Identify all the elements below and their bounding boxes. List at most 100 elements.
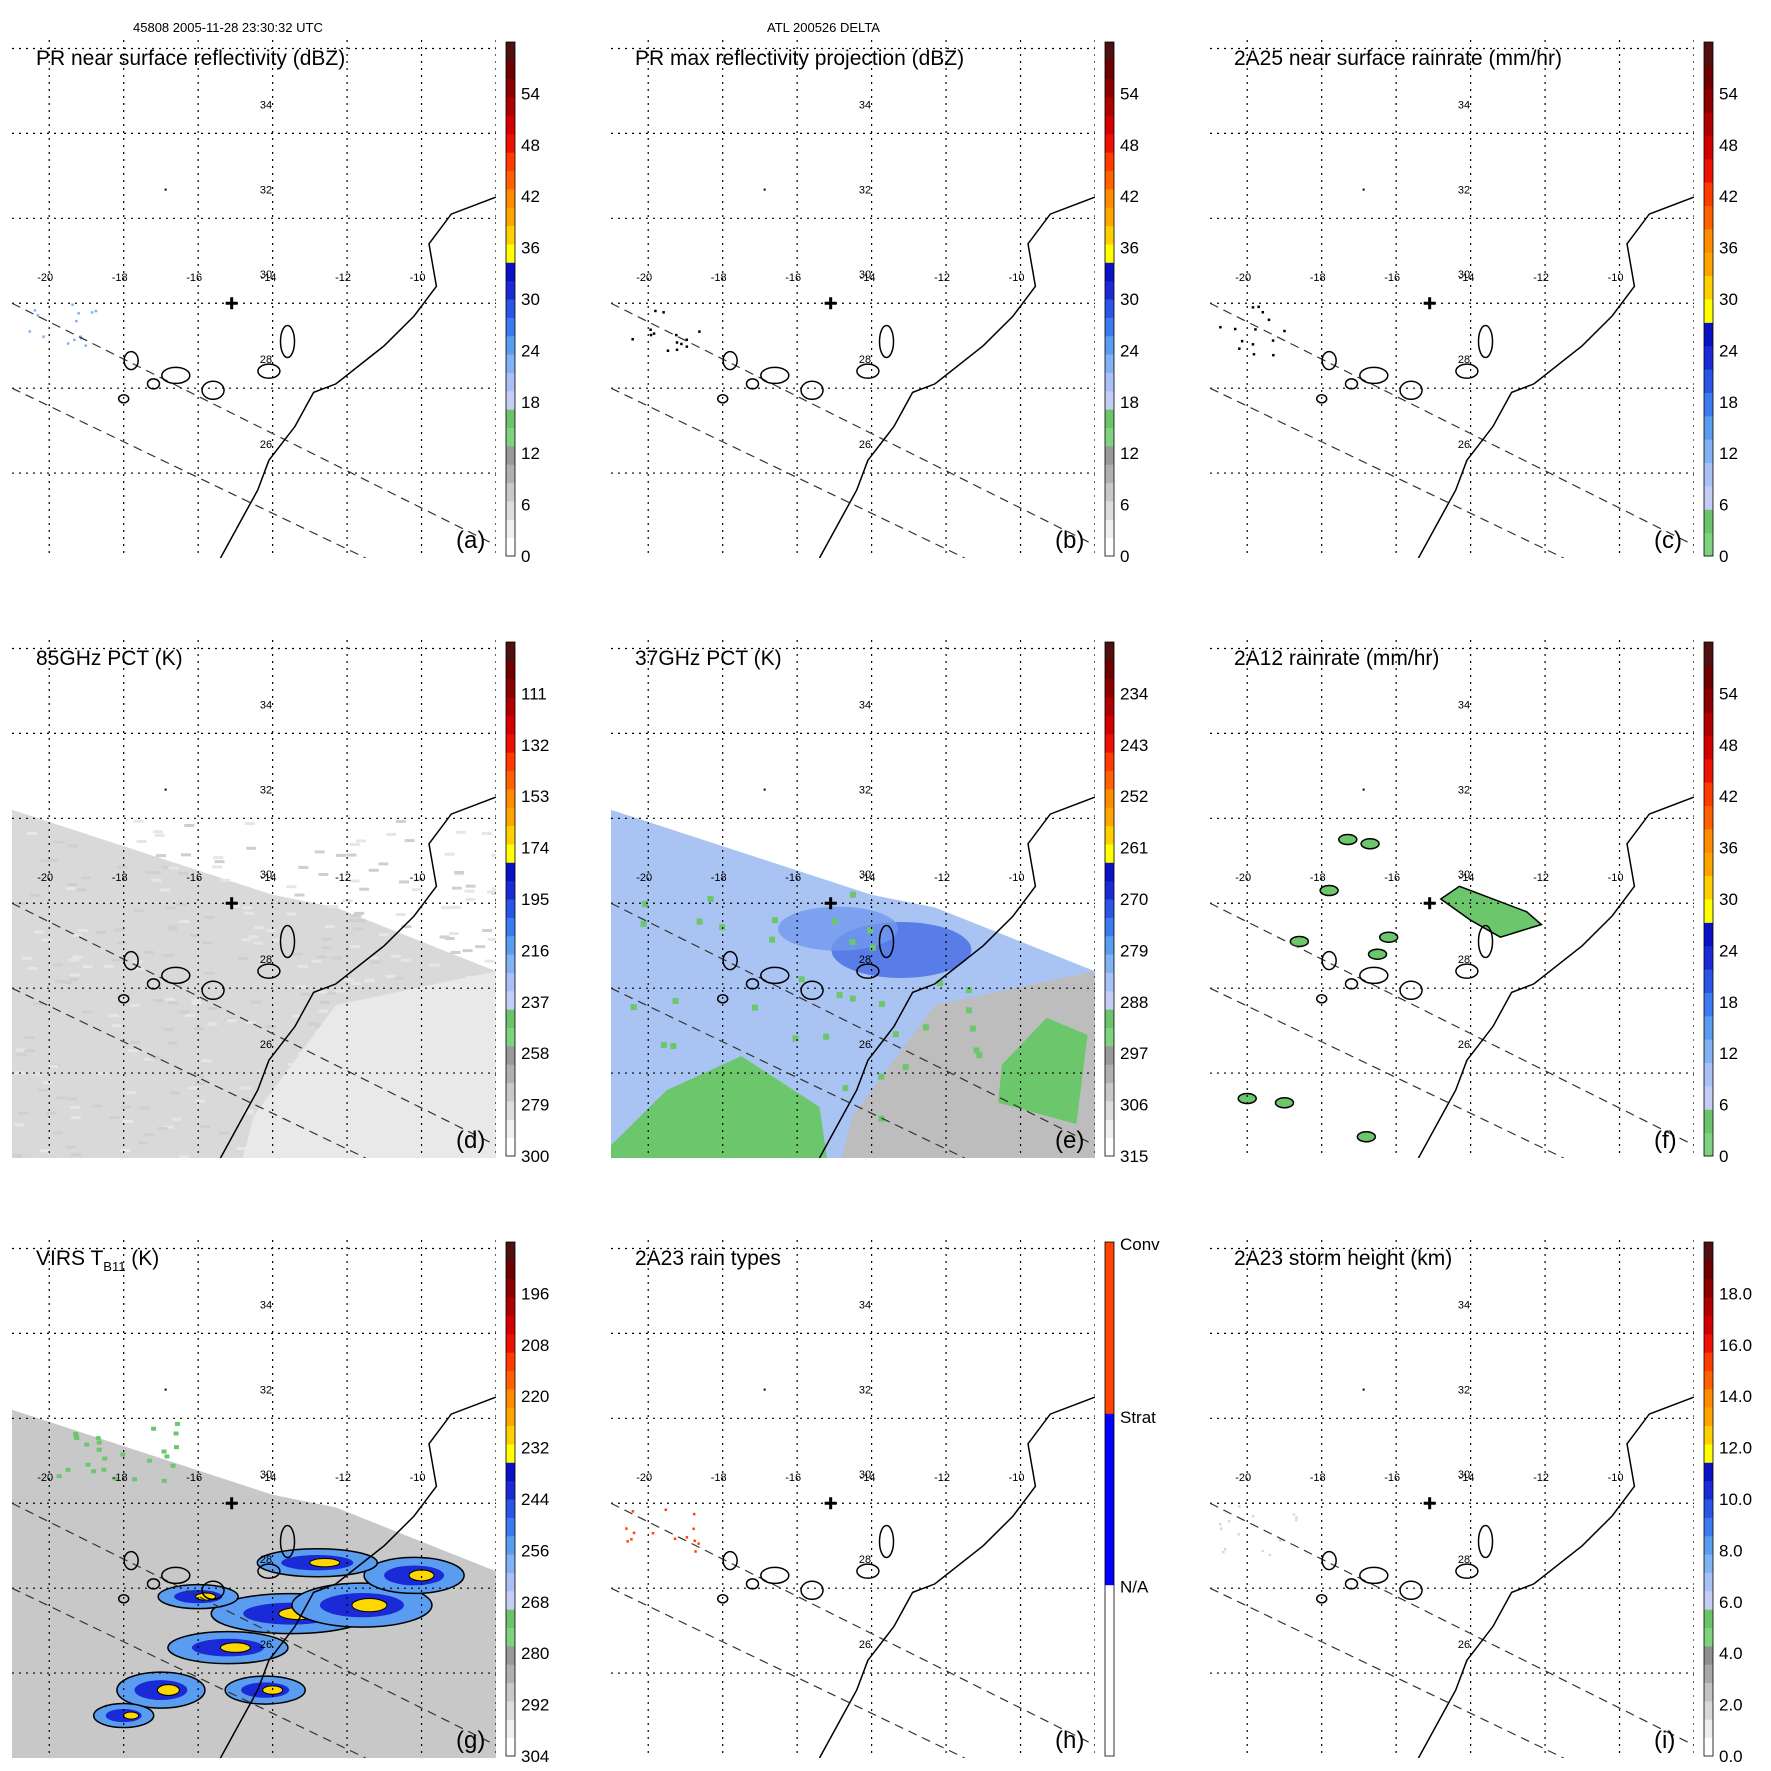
pct85-texture <box>171 1117 182 1121</box>
pct85-texture <box>39 1149 50 1153</box>
colorbar-tick-label: 14.0 <box>1719 1387 1752 1406</box>
colorbar-segment <box>1105 482 1114 502</box>
rain-pixel <box>1257 305 1260 309</box>
island-outline <box>1315 994 1328 1004</box>
colorbar-segment <box>1704 392 1713 417</box>
pct85-texture <box>250 1000 261 1004</box>
rain-pixel <box>666 349 670 353</box>
colorbar-segment <box>1105 445 1114 465</box>
pr-swath-edge <box>12 1587 366 1758</box>
lon-label: -18 <box>1310 1472 1326 1484</box>
colorbar-segment <box>506 642 515 661</box>
pct85-texture <box>450 905 461 909</box>
colorbar-segment <box>1105 1045 1114 1065</box>
island-outline <box>745 378 760 390</box>
lat-label: 32 <box>1458 784 1470 796</box>
lat-label: 30 <box>1458 869 1470 881</box>
colorbar-segment <box>506 733 515 753</box>
rain-pixel <box>649 333 653 337</box>
colorbar-frame <box>1104 1241 1115 1757</box>
colorbar-segment <box>1105 1137 1114 1157</box>
pct85-texture <box>331 956 342 960</box>
colorbar-tick-label: 48 <box>1719 136 1738 155</box>
colorbar-segment <box>1704 1535 1713 1555</box>
lon-label: -18 <box>1310 272 1326 284</box>
colorbar-tick-label: 24 <box>521 341 540 360</box>
colorbar-segment <box>506 1260 515 1280</box>
pct85-texture <box>226 1019 237 1023</box>
lon-label: -14 <box>860 872 876 884</box>
colorbar-segment <box>1105 917 1114 937</box>
lat-label: 34 <box>260 699 272 711</box>
pct85-texture <box>346 853 357 857</box>
lon-label: -16 <box>1384 1472 1400 1484</box>
island-outline <box>1315 1594 1328 1604</box>
pct85-texture <box>385 974 396 978</box>
colorbar-segment <box>1105 1413 1114 1586</box>
pct85-texture <box>181 853 192 857</box>
colorbar-tick-label: 12 <box>1719 444 1738 463</box>
colorbar-segment <box>1704 828 1713 853</box>
panel-h-map: -20 -18 -16 -14 -12 -10 36 34 32 30 28 26 <box>611 1240 1095 1758</box>
pr-swath-edge <box>12 1502 496 1746</box>
pct85-texture <box>194 1027 205 1031</box>
panel-title: 37GHz PCT (K) <box>635 647 782 670</box>
pct37-green-speck <box>725 1063 732 1070</box>
rain-pixel <box>1219 1527 1223 1531</box>
rain-pixel <box>1292 1513 1296 1516</box>
island-outline <box>716 1594 729 1604</box>
lon-label: -14 <box>1459 872 1475 884</box>
colorbar-segment <box>1704 899 1713 923</box>
colorbar-tick-label: 111 <box>521 684 547 703</box>
colorbar-segment <box>506 243 515 263</box>
colorbar-segment <box>506 427 515 447</box>
colorbar-segment <box>1105 825 1114 845</box>
island-outline <box>257 1563 281 1579</box>
pct85-texture <box>145 870 156 874</box>
panel-title: 85GHz PCT (K) <box>36 647 183 670</box>
colorbar-segment <box>506 1009 515 1028</box>
virs-green-speck <box>151 1426 157 1431</box>
pct85-texture <box>399 880 410 884</box>
virs-green-speck <box>56 1474 62 1479</box>
pct85-texture <box>444 852 455 856</box>
pct37-green-speck <box>707 895 714 902</box>
panel-title: PR max reflectivity projection (dBZ) <box>635 47 964 70</box>
lon-label: -16 <box>785 1472 801 1484</box>
rain-pixel <box>33 309 37 312</box>
colorbar-segment <box>506 1499 515 1518</box>
colorbar-frame <box>505 1241 516 1757</box>
pct85-texture <box>334 989 345 993</box>
pct85-texture <box>246 1020 257 1024</box>
pct85-texture <box>167 927 178 931</box>
rain-pixel <box>1219 1522 1222 1526</box>
lat-label: 26 <box>1458 439 1470 451</box>
pct85-texture <box>441 906 452 910</box>
colorbar-segment <box>1704 712 1713 736</box>
pct85-texture <box>151 878 162 882</box>
pct85-texture <box>92 1104 103 1108</box>
colorbar-segment <box>1105 880 1114 900</box>
island-outline <box>117 394 130 404</box>
pr-swath-edge <box>12 902 496 1146</box>
island-outline <box>722 350 738 371</box>
pct37-green-speck <box>892 1031 899 1038</box>
panel-g-map: -20 -18 -16 -14 -12 -10 36 34 32 30 28 26 <box>12 1240 496 1758</box>
colorbar-segment <box>506 1719 515 1739</box>
virs-green-speck <box>84 1442 90 1447</box>
colorbar-segment <box>1704 782 1713 807</box>
rain-pixel <box>675 348 679 352</box>
rain-pixel <box>1251 343 1255 346</box>
colorbar-segment <box>1105 678 1114 698</box>
panel-tag: (i) <box>1654 1727 1675 1754</box>
lat-label: 34 <box>859 699 871 711</box>
colorbar-segment <box>1105 899 1114 918</box>
pct85-texture <box>152 830 163 834</box>
lon-label: -12 <box>1533 872 1549 884</box>
pct85-texture <box>202 941 213 945</box>
lat-label: 36 <box>859 14 871 26</box>
colorbar-tick-label: 0 <box>1719 547 1728 566</box>
pct37-green-area <box>611 1056 827 1158</box>
lon-label: -10 <box>410 1472 426 1484</box>
lat-label: 26 <box>859 1639 871 1651</box>
